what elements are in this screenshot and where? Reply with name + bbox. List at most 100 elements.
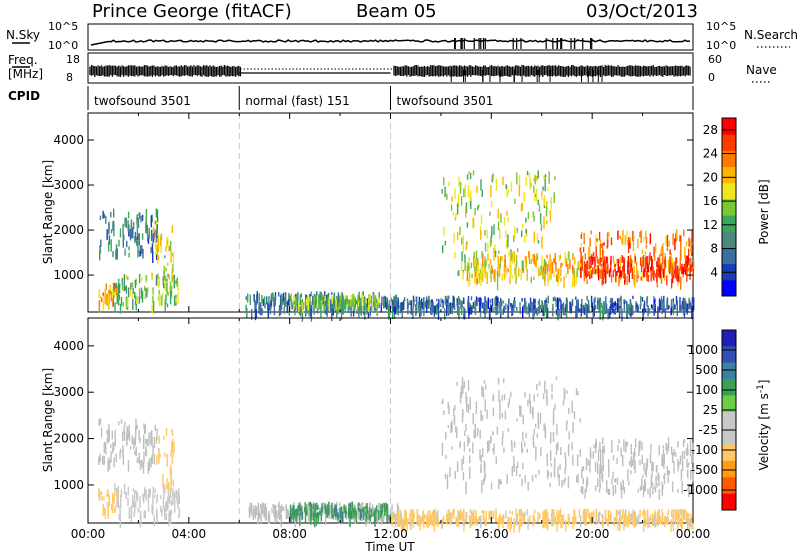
velocity-cell	[670, 510, 673, 517]
velocity-cell	[148, 432, 150, 438]
power-cell	[110, 229, 113, 234]
velocity-cell	[422, 510, 424, 522]
power-cell	[520, 268, 522, 281]
velocity-cell	[349, 509, 351, 517]
power-cell	[484, 229, 486, 236]
power-cell	[125, 285, 128, 294]
power-cell	[468, 265, 470, 272]
power-cell	[367, 308, 370, 319]
velocity-cell	[667, 509, 670, 515]
power-cell	[286, 301, 288, 314]
power-cell	[623, 272, 626, 280]
power-cell	[670, 307, 672, 316]
power-cell	[511, 274, 514, 280]
velocity-cell	[519, 519, 521, 527]
velocity-cell	[511, 443, 513, 452]
power-cell	[470, 296, 473, 301]
power-cell	[141, 290, 144, 303]
power-cell	[554, 253, 556, 265]
power-cell	[333, 294, 335, 300]
velocity-cell	[398, 517, 400, 524]
power-cell	[576, 268, 578, 278]
velocity-cell	[359, 504, 361, 511]
velocity-colorbar-label-exponent: -1	[756, 384, 766, 393]
velocity-cell	[511, 511, 513, 515]
velocity-cell	[677, 488, 679, 493]
velocity-cell	[582, 466, 585, 471]
velocity-cell	[686, 458, 688, 468]
velocity-cell	[465, 392, 467, 403]
velocity-cell	[135, 446, 137, 457]
velocity-cell	[340, 515, 342, 524]
power-cell	[636, 265, 638, 272]
velocity-cell	[166, 500, 168, 511]
velocity-cell	[453, 508, 455, 513]
velocity-cell	[107, 489, 109, 498]
velocity-cell	[600, 461, 602, 474]
power-cell	[163, 279, 166, 290]
power-cell	[533, 276, 535, 281]
power-cell	[599, 269, 602, 279]
velocity-cell	[368, 511, 370, 520]
power-cell	[489, 211, 491, 216]
velocity-cell	[306, 509, 308, 515]
power-cell	[539, 304, 542, 310]
power-cell	[675, 232, 677, 243]
power-cell	[594, 304, 597, 310]
velocity-cell	[114, 441, 116, 446]
velocity-cell	[147, 500, 150, 506]
power-cell	[677, 273, 679, 282]
power-cell	[567, 263, 569, 274]
power-cell	[513, 235, 515, 243]
velocity-cell	[424, 514, 426, 519]
velocity-cell	[116, 499, 118, 503]
velocity-cell	[326, 509, 328, 518]
power-cell	[316, 306, 319, 314]
velocity-cell	[656, 483, 658, 488]
power-cell	[560, 277, 562, 282]
velocity-cell	[602, 437, 604, 445]
power-cell	[650, 266, 652, 271]
power-cell	[646, 270, 648, 282]
velocity-cell	[651, 461, 653, 472]
power-cell	[636, 303, 638, 309]
power-cell	[437, 302, 439, 311]
power-cell	[458, 176, 460, 187]
velocity-cell	[365, 506, 367, 510]
velocity-cell	[257, 505, 260, 512]
freq-strip-frame	[87, 52, 694, 84]
velocity-cell	[156, 428, 158, 440]
velocity-cell	[540, 446, 542, 456]
power-cell	[609, 306, 611, 313]
velocity-cell	[667, 470, 669, 483]
velocity-cell	[275, 505, 277, 512]
velocity-cell	[677, 512, 679, 520]
velocity-cell	[307, 507, 309, 511]
velocity-cell	[152, 445, 154, 455]
velocity-cell	[536, 518, 539, 523]
x-tick-label: 04:00	[172, 527, 207, 541]
velocity-cell	[599, 468, 601, 479]
velocity-cell	[103, 442, 105, 453]
power-cell	[595, 246, 597, 258]
power-cell	[454, 188, 456, 199]
velocity-cell	[535, 474, 537, 478]
velocity-cell	[136, 424, 138, 429]
power-cell	[533, 194, 536, 202]
velocity-cell	[544, 380, 546, 394]
power-cell	[690, 257, 692, 264]
velocity-cell	[323, 502, 325, 515]
velocity-cell	[516, 513, 518, 520]
power-cell	[99, 248, 102, 254]
power-cell	[648, 308, 651, 314]
velocity-cell	[539, 413, 542, 424]
velocity-cell	[651, 482, 654, 486]
velocity-cell	[355, 511, 358, 523]
velocity-cell	[156, 454, 158, 465]
power-cell	[464, 308, 466, 320]
power-cell	[392, 307, 394, 319]
power-cell	[553, 258, 555, 263]
velocity-cell	[148, 488, 150, 497]
time-axis-ticks: 00:00 04:00 08:00 12:00 16:00 20:00 00:00	[71, 527, 711, 541]
